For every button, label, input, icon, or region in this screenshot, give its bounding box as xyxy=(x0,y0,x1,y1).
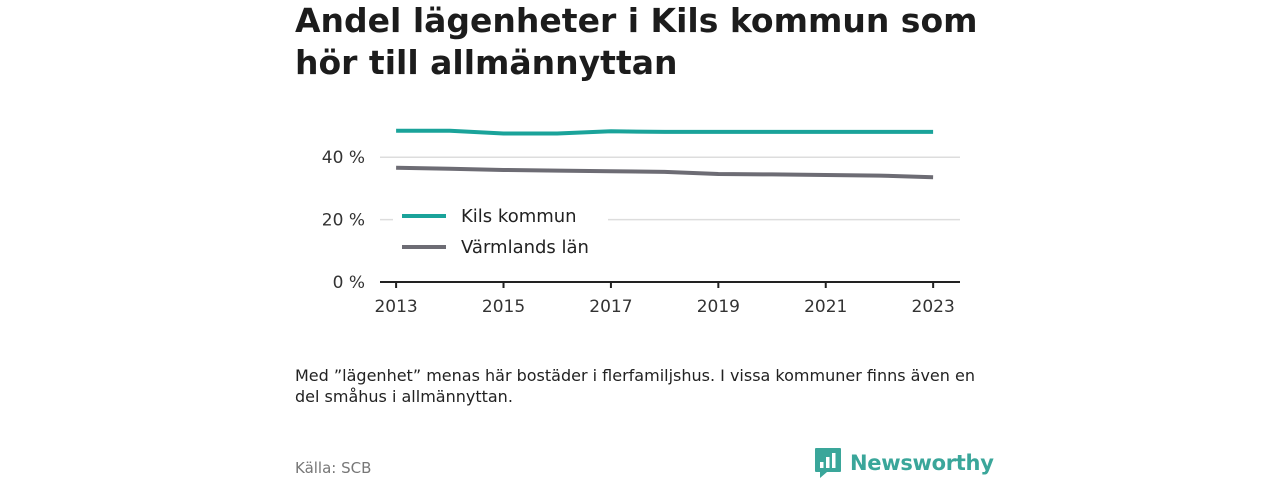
x-tick-label: 2015 xyxy=(482,297,525,317)
brand-logo[interactable]: Newsworthy xyxy=(814,447,994,479)
x-tick-label: 2017 xyxy=(589,297,632,317)
chart-note: Med ”lägenhet” menas här bostäder i fler… xyxy=(295,366,975,406)
chart-title: Andel lägenheter i Kils kommun som hör t… xyxy=(295,1,978,82)
y-tick-label: 20 % xyxy=(322,211,365,231)
bar-chart-speech-bubble-icon xyxy=(815,448,841,478)
x-tick-label: 2019 xyxy=(697,297,740,317)
y-tick-label: 40 % xyxy=(322,148,365,168)
series-line xyxy=(396,165,934,180)
source-label: Källa: SCB xyxy=(295,459,372,477)
y-tick-label: 0 % xyxy=(333,273,365,293)
legend-label: Värmlands län xyxy=(461,237,589,258)
x-tick-label: 2013 xyxy=(374,297,417,317)
line-chart: 0 % 20 % 40 % 2013 2015 2017 2019 2021 2023 Kils … xyxy=(322,128,960,317)
brand-name: Newsworthy xyxy=(850,451,994,475)
series-line xyxy=(396,128,934,136)
legend-box xyxy=(393,198,608,266)
x-tick-label: 2021 xyxy=(804,297,847,317)
legend-label: Kils kommun xyxy=(461,206,577,227)
x-tick-label: 2023 xyxy=(912,297,955,317)
